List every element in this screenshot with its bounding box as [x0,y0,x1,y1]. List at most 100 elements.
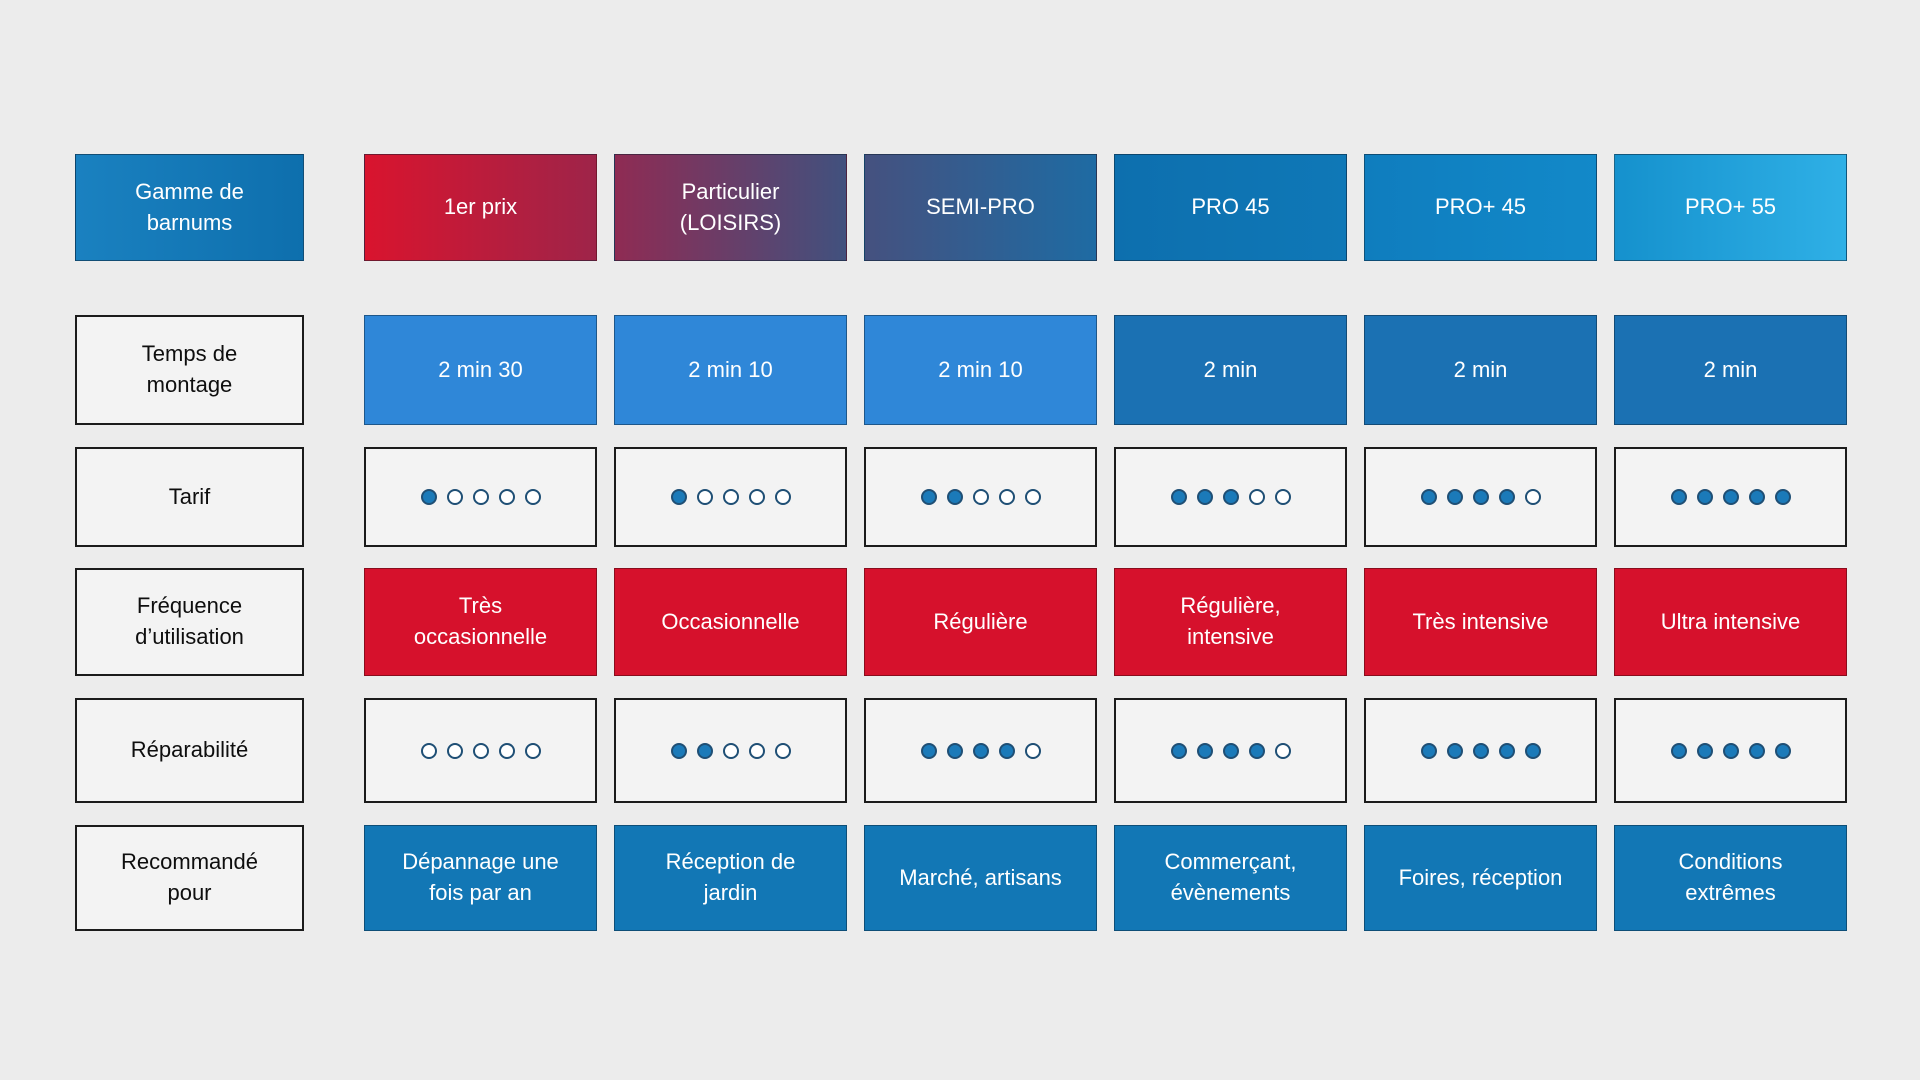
rating-dots [1670,742,1791,759]
rating-dot-filled [696,742,713,759]
header-cell-1er-prix: 1er prix [364,154,597,261]
rating-dot-empty [1274,489,1291,505]
row-frequence-utilisation: Fréquence d’utilisation Très occasionnel… [75,568,1847,676]
rating-dot-empty [498,742,515,759]
cell-frequence-1er-prix: Très occasionnelle [364,568,597,676]
row-label-reparabilite: Réparabilité [75,698,304,803]
rating-dot-filled [1696,742,1713,759]
row-reparabilite: Réparabilité [75,698,1847,803]
rating-dot-empty [1274,742,1291,759]
cell-montage-semi-pro: 2 min 10 [864,315,1097,425]
header-row: Gamme de barnums 1er prix Particulier (L… [75,154,1847,261]
rating-dot-filled [1748,489,1765,505]
rating-dot-empty [420,742,437,759]
rating-dot-empty [774,489,791,505]
rating-dot-filled [1722,742,1739,759]
header-cell-pro-45: PRO 45 [1114,154,1347,261]
row-recommande-pour: Recommandé pour Dépannage une fois par a… [75,825,1847,931]
cell-reparabilite-pro-45 [1114,698,1347,803]
rating-dot-filled [1420,742,1437,759]
rating-dot-empty [722,742,739,759]
rating-dot-empty [748,742,765,759]
rating-dot-filled [972,742,989,759]
cell-tarif-pro-plus-55 [1614,447,1847,547]
rating-dot-filled [1446,742,1463,759]
cell-frequence-pro-plus-45: Très intensive [1364,568,1597,676]
rating-dot-filled [1498,489,1515,505]
rating-dot-filled [1446,489,1463,505]
row-label-recommande: Recommandé pour [75,825,304,931]
cell-recommande-pro-plus-55: Conditions extrêmes [1614,825,1847,931]
rating-dot-empty [1248,489,1265,505]
rating-dot-filled [1170,489,1187,505]
cell-tarif-semi-pro [864,447,1097,547]
cell-montage-pro-plus-45: 2 min [1364,315,1597,425]
rating-dot-filled [1248,742,1265,759]
rating-dot-filled [1472,489,1489,505]
rating-dot-filled [946,742,963,759]
rating-dots [670,742,791,759]
cell-tarif-pro-plus-45 [1364,447,1597,547]
rating-dot-empty [696,489,713,505]
rating-dot-filled [946,489,963,505]
rating-dot-filled [1196,742,1213,759]
rating-dot-filled [670,489,687,505]
cell-frequence-pro-plus-55: Ultra intensive [1614,568,1847,676]
row-label-temps-de-montage: Temps de montage [75,315,304,425]
rating-dots [1170,489,1291,505]
rating-dot-filled [670,742,687,759]
rating-dot-filled [1670,489,1687,505]
rating-dot-filled [998,742,1015,759]
cell-frequence-pro-45: Régulière, intensive [1114,568,1347,676]
rating-dot-empty [1024,742,1041,759]
cell-montage-pro-45: 2 min [1114,315,1347,425]
rating-dot-filled [1170,742,1187,759]
rating-dot-empty [722,489,739,505]
header-cell-pro-plus-55: PRO+ 55 [1614,154,1847,261]
rating-dot-filled [1196,489,1213,505]
row-tarif: Tarif [75,447,1847,547]
rating-dots [1170,742,1291,759]
rating-dot-empty [774,742,791,759]
cell-reparabilite-pro-plus-55 [1614,698,1847,803]
row-label-tarif: Tarif [75,447,304,547]
cell-tarif-pro-45 [1114,447,1347,547]
rating-dot-filled [1498,742,1515,759]
rating-dot-empty [498,489,515,505]
rating-dot-filled [1472,742,1489,759]
cell-frequence-particulier: Occasionnelle [614,568,847,676]
cell-recommande-1er-prix: Dépannage une fois par an [364,825,597,931]
rating-dot-filled [1222,742,1239,759]
rating-dot-filled [920,489,937,505]
rating-dot-empty [998,489,1015,505]
rating-dot-empty [748,489,765,505]
header-cell-semi-pro: SEMI-PRO [864,154,1097,261]
cell-recommande-semi-pro: Marché, artisans [864,825,1097,931]
rating-dots [920,742,1041,759]
cell-tarif-1er-prix [364,447,597,547]
rating-dot-empty [524,489,541,505]
rating-dot-filled [1524,742,1541,759]
rating-dot-filled [1222,489,1239,505]
rating-dots [920,489,1041,505]
rating-dot-empty [472,489,489,505]
rating-dot-filled [1774,742,1791,759]
rating-dots [420,489,541,505]
rating-dot-filled [420,489,437,505]
cell-montage-pro-plus-55: 2 min [1614,315,1847,425]
rating-dot-empty [1024,489,1041,505]
rating-dot-filled [1696,489,1713,505]
cell-frequence-semi-pro: Régulière [864,568,1097,676]
rating-dot-filled [1748,742,1765,759]
rating-dots [670,489,791,505]
cell-tarif-particulier [614,447,847,547]
cell-recommande-pro-45: Commerçant, évènements [1114,825,1347,931]
row-temps-de-montage: Temps de montage 2 min 30 2 min 10 2 min… [75,315,1847,425]
rating-dot-filled [1722,489,1739,505]
rating-dot-empty [472,742,489,759]
header-cell-pro-plus-45: PRO+ 45 [1364,154,1597,261]
rating-dot-empty [446,742,463,759]
cell-recommande-pro-plus-45: Foires, réception [1364,825,1597,931]
rating-dots [420,742,541,759]
